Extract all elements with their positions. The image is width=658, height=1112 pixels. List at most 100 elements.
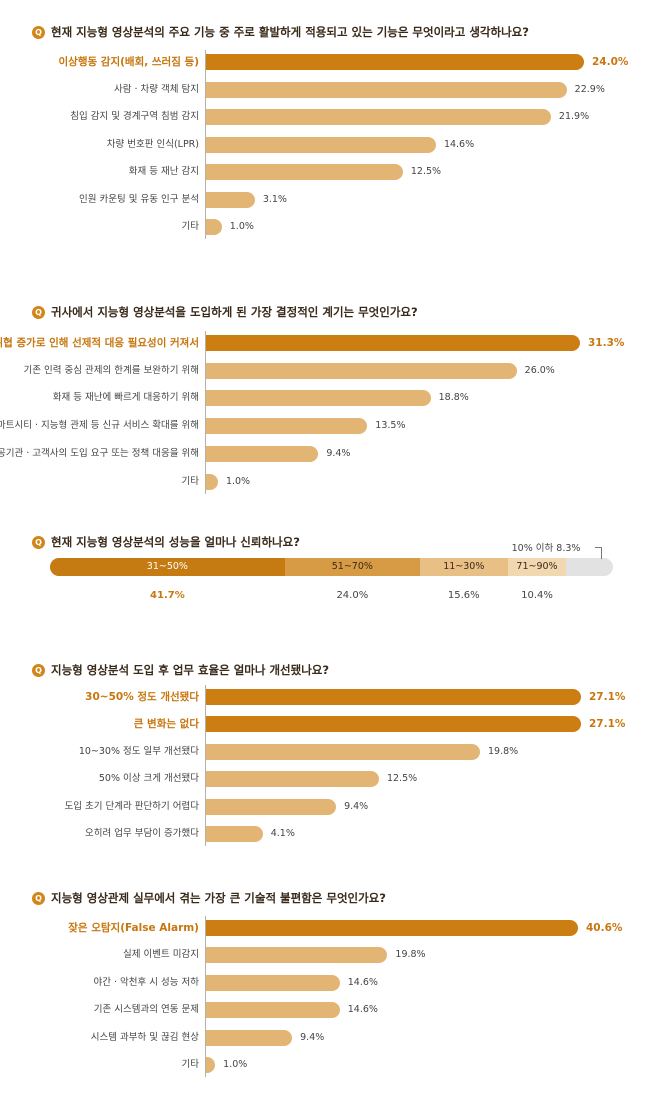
question-title-3: Q 현재 지능형 영상분석의 성능을 얼마나 신뢰하나요?: [32, 534, 300, 550]
chart-section-3: Q 현재 지능형 영상분석의 성능을 얼마나 신뢰하나요? 31~50% 51~7…: [0, 530, 658, 610]
bar-row: 큰 변화는 없다 27.1%: [0, 714, 658, 734]
bar-row: 스마트시티 · 지능형 관제 등 신규 서비스 확대를 위해 13.5%: [0, 416, 658, 436]
bar-row: 도입 초기 단계라 판단하기 어렵다 9.4%: [0, 797, 658, 817]
bar: [206, 826, 263, 842]
segment-note: 10% 이하 8.3%: [512, 540, 581, 554]
category-label: 보안 위협 증가로 인해 선제적 대응 필요성이 커져서: [0, 337, 199, 349]
bar-row: 시스템 과부하 및 끊김 현상 9.4%: [0, 1028, 658, 1048]
q-badge-icon: Q: [32, 663, 45, 677]
q-badge-icon: Q: [32, 891, 45, 905]
value-label: 1.0%: [225, 475, 251, 487]
category-label: 실제 이벤트 미감지: [123, 949, 199, 961]
bar-row: 기존 시스템과의 연동 문제 14.6%: [0, 1000, 658, 1020]
chart-section-5: Q 지능형 영상관제 실무에서 겪는 가장 큰 기술적 불편함은 무엇인가요? …: [0, 880, 658, 1100]
bar-row: 실제 이벤트 미감지 19.8%: [0, 945, 658, 965]
category-label: 50% 이상 크게 개선됐다: [98, 773, 199, 785]
bar-row: 잦은 오탐지(False Alarm) 40.6%: [0, 918, 658, 938]
bar-row: 이상행동 감지(배회, 쓰러짐 등) 24.0%: [0, 52, 658, 72]
stacked-segment: 71~90%: [507, 558, 567, 576]
category-label: 스마트시티 · 지능형 관제 등 신규 서비스 확대를 위해: [0, 420, 199, 432]
segment-bracket-line: [594, 547, 602, 559]
bar-row: 30~50% 정도 개선됐다 27.1%: [0, 687, 658, 707]
value-label: 14.6%: [347, 976, 378, 988]
category-label: 차량 번호판 인식(LPR): [106, 138, 199, 150]
value-label: 9.4%: [344, 800, 369, 812]
segment-value-label: 41.7%: [150, 590, 185, 601]
chart-axis-line: [205, 685, 206, 846]
stacked-segment: 31~50%: [50, 558, 285, 576]
value-label: 1.0%: [229, 221, 254, 232]
q-badge-icon: Q: [32, 305, 45, 319]
chart-axis-line: [205, 916, 206, 1077]
segment-value-label: 24.0%: [336, 590, 369, 601]
bar: [206, 974, 340, 991]
bar: [206, 1057, 216, 1073]
question-title-5: Q 지능형 영상관제 실무에서 겪는 가장 큰 기술적 불편함은 무엇인가요?: [32, 890, 386, 906]
value-label: 12.5%: [386, 773, 418, 785]
value-label: 24.0%: [592, 56, 629, 68]
bar: [206, 390, 431, 407]
bar: [206, 920, 578, 936]
question-text: 지능형 영상관제 실무에서 겪는 가장 큰 기술적 불편함은 무엇인가요?: [51, 891, 386, 905]
category-label: 기존 시스템과의 연동 문제: [93, 1004, 199, 1016]
chart-section-2: Q 귀사에서 지능형 영상분석을 도입하게 된 가장 결정적인 계기는 무엇인가…: [0, 290, 658, 510]
bar-row: 차량 번호판 인식(LPR) 14.6%: [0, 135, 658, 155]
segment-value-label: 8.3%: [556, 543, 581, 554]
category-label: 기타: [181, 475, 199, 487]
bar-row: 야간 · 악천후 시 성능 저하 14.6%: [0, 973, 658, 993]
category-label: 10~30% 정도 일부 개선됐다: [78, 745, 199, 757]
bar-row: 인원 카운팅 및 유동 인구 분석 3.1%: [0, 190, 658, 210]
bar: [206, 689, 581, 705]
bar-row: 사람 · 차량 객체 탐지 22.9%: [0, 80, 658, 100]
value-label: 40.6%: [586, 922, 623, 934]
bar-row: 보안 위협 증가로 인해 선제적 대응 필요성이 커져서 31.3%: [0, 333, 658, 353]
segment-value-label: 15.6%: [447, 590, 480, 601]
segment-category-label: 10% 이하: [511, 543, 554, 554]
bar-row: 공공기관 · 고객사의 도입 요구 또는 정책 대응을 위해 9.4%: [0, 444, 658, 464]
category-label: 큰 변화는 없다: [133, 718, 199, 731]
value-label: 4.1%: [270, 828, 295, 839]
chart-axis-line: [205, 50, 206, 239]
bar-row: 기존 인력 중심 관제의 한계를 보완하기 위해 26.0%: [0, 361, 658, 381]
segment-value-label: 10.4%: [521, 590, 553, 601]
category-label: 기타: [181, 1059, 199, 1070]
value-label: 1.0%: [223, 1059, 248, 1070]
value-label: 27.1%: [589, 718, 626, 731]
bar: [206, 947, 388, 964]
value-label: 9.4%: [300, 1031, 325, 1043]
bar: [206, 445, 319, 462]
bar-row: 오히려 업무 부담이 증가했다 4.1%: [0, 824, 658, 844]
value-label: 18.8%: [438, 392, 469, 404]
category-label: 이상행동 감지(배회, 쓰러짐 등): [58, 56, 199, 68]
bar: [206, 771, 379, 788]
bar: [206, 716, 581, 733]
question-title-4: Q 지능형 영상분석 도입 후 업무 효율은 얼마나 개선됐나요?: [32, 662, 329, 678]
value-label: 13.5%: [375, 420, 406, 432]
question-text: 현재 지능형 영상분석의 주요 기능 중 주로 활발하게 적용되고 있는 기능은…: [51, 25, 529, 39]
stacked-segment: 51~70%: [284, 558, 420, 576]
bar: [206, 191, 255, 208]
bar: [206, 109, 551, 125]
value-label: 9.4%: [326, 447, 351, 459]
category-label: 30~50% 정도 개선됐다: [85, 691, 199, 703]
value-label: 14.6%: [443, 138, 475, 150]
bar: [206, 81, 567, 98]
bar-row: 기타 1.0%: [0, 1055, 658, 1075]
bar-row: 화재 등 재난에 빠르게 대응하기 위해 18.8%: [0, 388, 658, 408]
category-label: 사람 · 차량 객체 탐지: [113, 83, 199, 95]
bar: [206, 362, 517, 379]
chart-axis-line: [205, 331, 206, 494]
bar: [206, 418, 368, 435]
question-text: 지능형 영상분석 도입 후 업무 효율은 얼마나 개선됐나요?: [51, 663, 330, 677]
category-label: 기타: [181, 221, 199, 232]
bar: [206, 136, 436, 153]
chart-section-4: Q 지능형 영상분석 도입 후 업무 효율은 얼마나 개선됐나요? 30~50%…: [0, 648, 658, 858]
value-label: 27.1%: [589, 691, 626, 703]
value-label: 26.0%: [524, 364, 555, 376]
stacked-segment: 11~30%: [419, 558, 508, 576]
bar: [206, 164, 403, 180]
bar: [206, 219, 222, 235]
q-badge-icon: Q: [32, 535, 45, 549]
bar: [206, 1029, 293, 1046]
category-label: 화재 등 재난 감지: [128, 166, 199, 177]
